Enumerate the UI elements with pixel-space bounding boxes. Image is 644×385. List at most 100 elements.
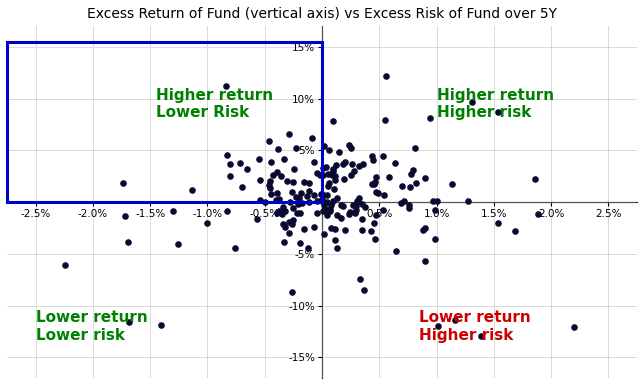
Point [299,226,310,233]
Point [124,319,134,325]
Point [332,244,343,251]
Point [263,182,274,188]
Point [405,184,415,190]
Point [225,173,235,179]
Point [330,236,340,243]
Point [381,72,391,79]
Point [327,172,337,179]
Point [309,159,319,165]
Point [410,145,420,151]
Point [285,199,295,205]
Point [288,179,298,185]
Point [340,227,350,233]
Point [312,198,322,204]
Point [123,238,133,244]
Point [280,224,290,231]
Point [324,180,334,186]
Point [321,199,332,205]
Point [323,171,333,177]
Text: Higher return
Higher risk: Higher return Higher risk [437,88,554,120]
Point [493,220,504,226]
Point [288,205,298,211]
Point [390,160,401,166]
Point [316,196,327,202]
Point [328,118,338,124]
Point [295,240,305,246]
Point [287,221,297,227]
Point [406,171,416,177]
Point [530,176,540,182]
Point [338,203,348,209]
Point [397,182,408,189]
Point [234,160,245,166]
Point [230,245,240,251]
Point [336,201,346,208]
Point [328,166,339,172]
Point [330,173,341,179]
Point [371,189,381,195]
Point [390,248,401,254]
Point [336,215,346,221]
Point [173,241,184,247]
Point [370,236,381,242]
Point [371,212,381,218]
Point [225,161,235,167]
Point [408,167,419,173]
Point [284,219,294,225]
Point [323,147,334,153]
Point [338,161,348,167]
Point [274,196,285,202]
Point [404,205,414,211]
Point [419,175,430,181]
Point [279,238,289,244]
Point [303,188,314,194]
Point [352,198,363,204]
Point [221,82,231,89]
Point [254,156,264,162]
Point [357,201,368,207]
Point [274,208,284,214]
Point [290,145,301,151]
Point [351,203,361,209]
Point [222,152,232,158]
Bar [7,42,322,202]
Point [317,198,327,204]
Point [369,181,379,187]
Point [252,216,262,222]
Point [276,173,286,179]
Point [350,210,360,216]
Point [380,117,390,123]
Point [283,131,294,137]
Point [569,324,580,330]
Point [303,245,314,251]
Point [120,213,130,219]
Point [339,176,350,182]
Point [242,166,252,172]
Point [287,288,297,295]
Point [303,180,314,186]
Point [430,206,440,213]
Point [292,210,302,216]
Point [433,323,444,329]
Point [357,216,367,223]
Point [357,161,368,167]
Point [321,164,331,170]
Point [351,206,361,213]
Point [156,322,166,328]
Point [357,227,368,233]
Point [462,198,473,204]
Point [289,166,299,172]
Point [272,190,283,196]
Point [266,191,276,197]
Point [282,178,292,184]
Point [334,149,345,155]
Point [404,202,415,208]
Point [319,202,329,208]
Point [332,212,342,218]
Point [411,179,421,186]
Point [202,220,213,226]
Point [340,159,350,166]
Title: Excess Return of Fund (vertical axis) vs Excess Risk of Fund over 5Y: Excess Return of Fund (vertical axis) vs… [87,7,557,21]
Point [419,225,430,231]
Point [447,181,457,187]
